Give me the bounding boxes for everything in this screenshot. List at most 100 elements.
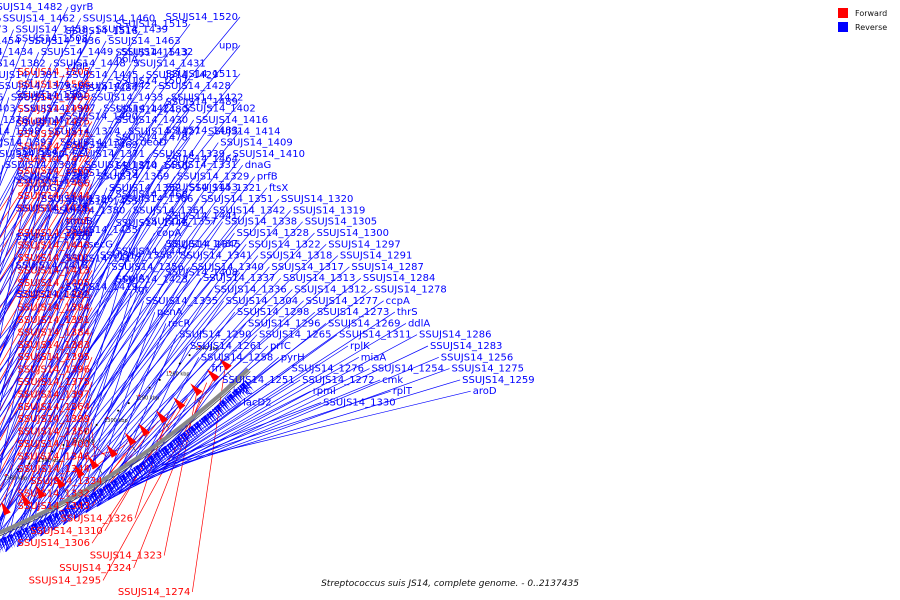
feature-label: SSUJS14_1511 xyxy=(166,69,239,80)
feature-label: recR xyxy=(168,318,191,329)
feature-label: SSUJS14_1320 xyxy=(281,194,354,205)
leader-line xyxy=(171,402,322,459)
reverse-feature xyxy=(43,518,51,532)
reverse-feature xyxy=(26,526,33,540)
leader-line xyxy=(0,176,96,432)
feature-label: SSUJS14_1454 xyxy=(0,36,21,47)
reverse-feature xyxy=(19,529,26,543)
reverse-feature xyxy=(118,475,127,489)
feature-label: SSUJS14_1423 xyxy=(116,275,189,286)
feature-label: rplK xyxy=(350,341,370,352)
feature-label: SSUJS14_1396 xyxy=(18,365,91,376)
feature-label: SSUJS14_1312 xyxy=(294,285,367,296)
reverse-feature xyxy=(21,528,29,542)
reverse-feature xyxy=(0,538,6,552)
feature-label: SSUJS14_1460 xyxy=(83,13,156,24)
reverse-feature xyxy=(224,397,235,410)
leader-line xyxy=(0,66,91,238)
feature-label: SSUJS14_1388 xyxy=(17,172,90,183)
feature-labels: SSUJS14_1505SSUJS14_1506SSUJS14_1498SSUJ… xyxy=(0,2,535,598)
reverse-feature xyxy=(200,417,210,430)
leader-line xyxy=(0,121,93,267)
reverse-feature xyxy=(166,443,176,456)
reverse-feature xyxy=(144,459,154,472)
leader-line xyxy=(63,289,133,525)
feature-label: SSUJS14_1499 xyxy=(18,104,91,115)
leader-line xyxy=(140,368,450,481)
reverse-feature xyxy=(114,479,123,492)
feature-label: SSUJS14_1397 xyxy=(18,389,91,400)
feature-label: SSUJS14_1477 xyxy=(16,147,89,158)
reverse-feature xyxy=(228,393,238,406)
leader-line xyxy=(85,311,156,513)
tick-mark xyxy=(165,423,170,429)
feature-label: SSUJS14_1324 xyxy=(59,563,132,574)
feature-label: SSUJS14_1336 xyxy=(214,285,287,296)
feature-label: SSUJS14_1277 xyxy=(306,296,379,307)
leader-line xyxy=(107,334,178,501)
feature-label: SSUJS14_1430 xyxy=(116,115,189,126)
leader-line xyxy=(0,187,268,520)
reverse-feature xyxy=(235,388,245,400)
feature-label: SSUJS14_1466 xyxy=(18,179,91,190)
leader-line xyxy=(0,52,40,148)
leader-line xyxy=(0,137,191,418)
reverse-feature xyxy=(69,504,77,518)
track-dot xyxy=(39,456,42,459)
feature-label: cmk xyxy=(382,375,403,386)
tick-label: 1320 kbp xyxy=(72,439,96,445)
track-dot xyxy=(28,462,31,465)
feature-label: SSUJS14_1375 xyxy=(18,377,91,388)
reverse-feature xyxy=(229,393,240,405)
leader-line xyxy=(0,257,93,426)
leader-line xyxy=(0,109,93,253)
feature-label: rpmG xyxy=(29,183,57,194)
feature-label: SSUJS14_1392 xyxy=(18,290,91,301)
track-dot xyxy=(188,354,191,357)
leader-line xyxy=(0,63,52,187)
feature-label: SSUJS14_1469 xyxy=(66,140,139,151)
feature-label: SSUJS14_1463 xyxy=(108,36,180,47)
leader-line xyxy=(0,18,82,176)
feature-label: SSUJS14_1356 xyxy=(111,262,183,273)
reverse-feature xyxy=(178,435,187,448)
feature-label: SSUJS14_1313 xyxy=(283,273,356,284)
reverse-feature xyxy=(211,408,222,421)
feature-label: SSUJS14_1443 xyxy=(18,241,91,252)
feature-label: SSUJS14_1516 xyxy=(66,26,139,37)
feature-label: SSUJS14_1506 xyxy=(18,79,91,90)
feature-label: SSUJS14_1417 xyxy=(66,253,139,264)
reverse-feature xyxy=(156,451,165,464)
feature-label: infC xyxy=(233,386,253,397)
reverse-feature xyxy=(66,506,74,520)
tick-label: 1280 kbp xyxy=(136,395,160,401)
forward-feature xyxy=(190,383,203,396)
feature-label: holA xyxy=(116,55,138,66)
reverse-feature xyxy=(47,515,55,530)
track-dot xyxy=(148,386,151,389)
legend-forward-label: Forward xyxy=(855,8,888,18)
feature-label: SSUJS14_1346 xyxy=(18,451,91,462)
feature-label: SSUJS14_1482 xyxy=(0,2,63,13)
reverse-feature xyxy=(146,457,156,470)
feature-label: SSUJS14_1447 xyxy=(116,246,189,257)
leader-line xyxy=(51,278,122,531)
reverse-feature xyxy=(242,382,253,393)
feature-label: SSUJS14_1322 xyxy=(248,239,320,250)
leader-line xyxy=(40,266,350,537)
feature-label: lacD2 xyxy=(243,398,271,409)
leader-line xyxy=(28,255,179,542)
reverse-feature xyxy=(158,449,168,462)
feature-label: frr xyxy=(212,364,224,375)
leader-line xyxy=(129,356,359,488)
feature-label: dnaG xyxy=(245,160,272,171)
feature-label: SSUJS14_1400 xyxy=(18,439,91,450)
forward-feature xyxy=(206,369,220,382)
leader-line xyxy=(18,344,93,505)
feature-label: SSUJS14_1258 xyxy=(201,352,274,363)
feature-label: SSUJS14_1515 xyxy=(116,19,189,30)
reverse-feature xyxy=(136,464,145,477)
leader-line xyxy=(0,210,292,542)
reverse-feature xyxy=(102,486,110,499)
